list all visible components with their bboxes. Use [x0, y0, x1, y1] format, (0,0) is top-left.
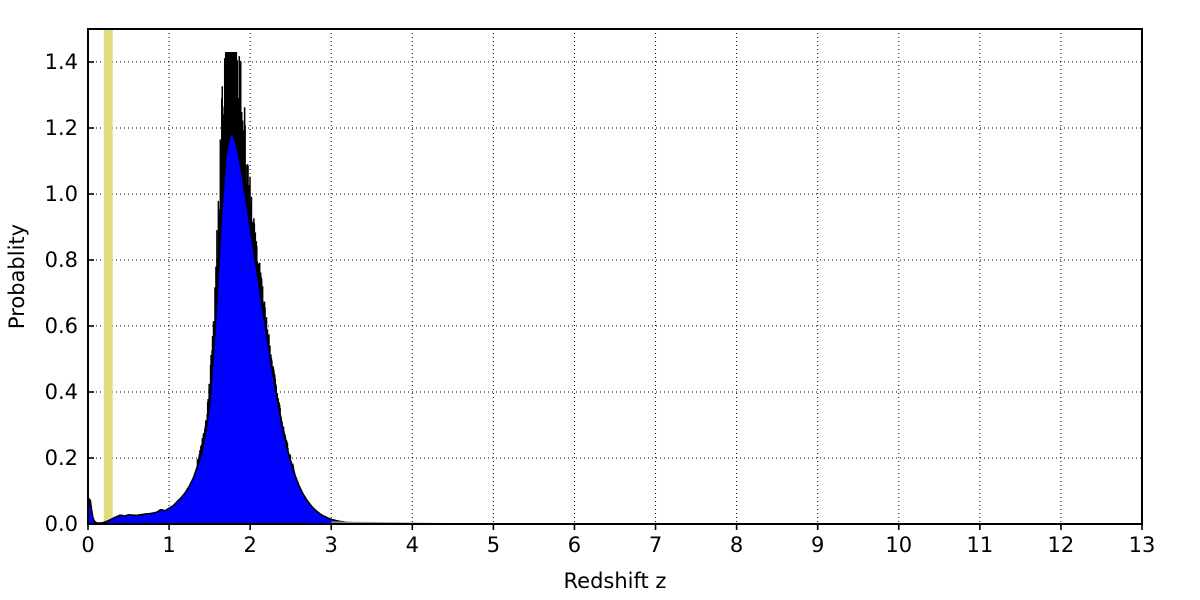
x-tick-label: 5 [487, 533, 500, 557]
x-tick-label: 8 [730, 533, 743, 557]
y-tick-label: 0.4 [45, 380, 78, 404]
probability-area-fill [88, 135, 1142, 524]
x-tick-label: 0 [81, 533, 94, 557]
x-tick-label: 11 [966, 533, 993, 557]
x-tick-label: 4 [406, 533, 419, 557]
x-tick-label: 10 [885, 533, 912, 557]
y-axis-label: Probablity [5, 224, 29, 329]
y-tick-label: 0.6 [45, 314, 78, 338]
y-tick-label: 1.2 [45, 116, 78, 140]
x-tick-label: 2 [243, 533, 256, 557]
x-tick-label: 9 [811, 533, 824, 557]
histogram-noise-spikes [196, 52, 296, 475]
highlighted-redshift-band [103, 29, 113, 524]
plot-frame [87, 28, 1143, 525]
x-tick-label: 3 [325, 533, 338, 557]
grid-lines [88, 29, 1142, 524]
x-tick-label: 7 [649, 533, 662, 557]
x-tick-label: 6 [568, 533, 581, 557]
y-tick-label: 1.4 [45, 50, 78, 74]
x-axis-label: Redshift z [564, 569, 667, 593]
y-tick-label: 0.8 [45, 248, 78, 272]
axis-ticks: 0 1 2 3 4 5 6 7 8 9 10 11 12 130.00.20.40.60.81.01.21… [45, 50, 1156, 557]
x-tick-label: 1 [162, 533, 175, 557]
x-tick-label: 13 [1129, 533, 1156, 557]
y-tick-label: 0.0 [45, 512, 78, 536]
x-tick-label: 12 [1048, 533, 1075, 557]
y-tick-label: 0.2 [45, 446, 78, 470]
y-tick-label: 1.0 [45, 182, 78, 206]
